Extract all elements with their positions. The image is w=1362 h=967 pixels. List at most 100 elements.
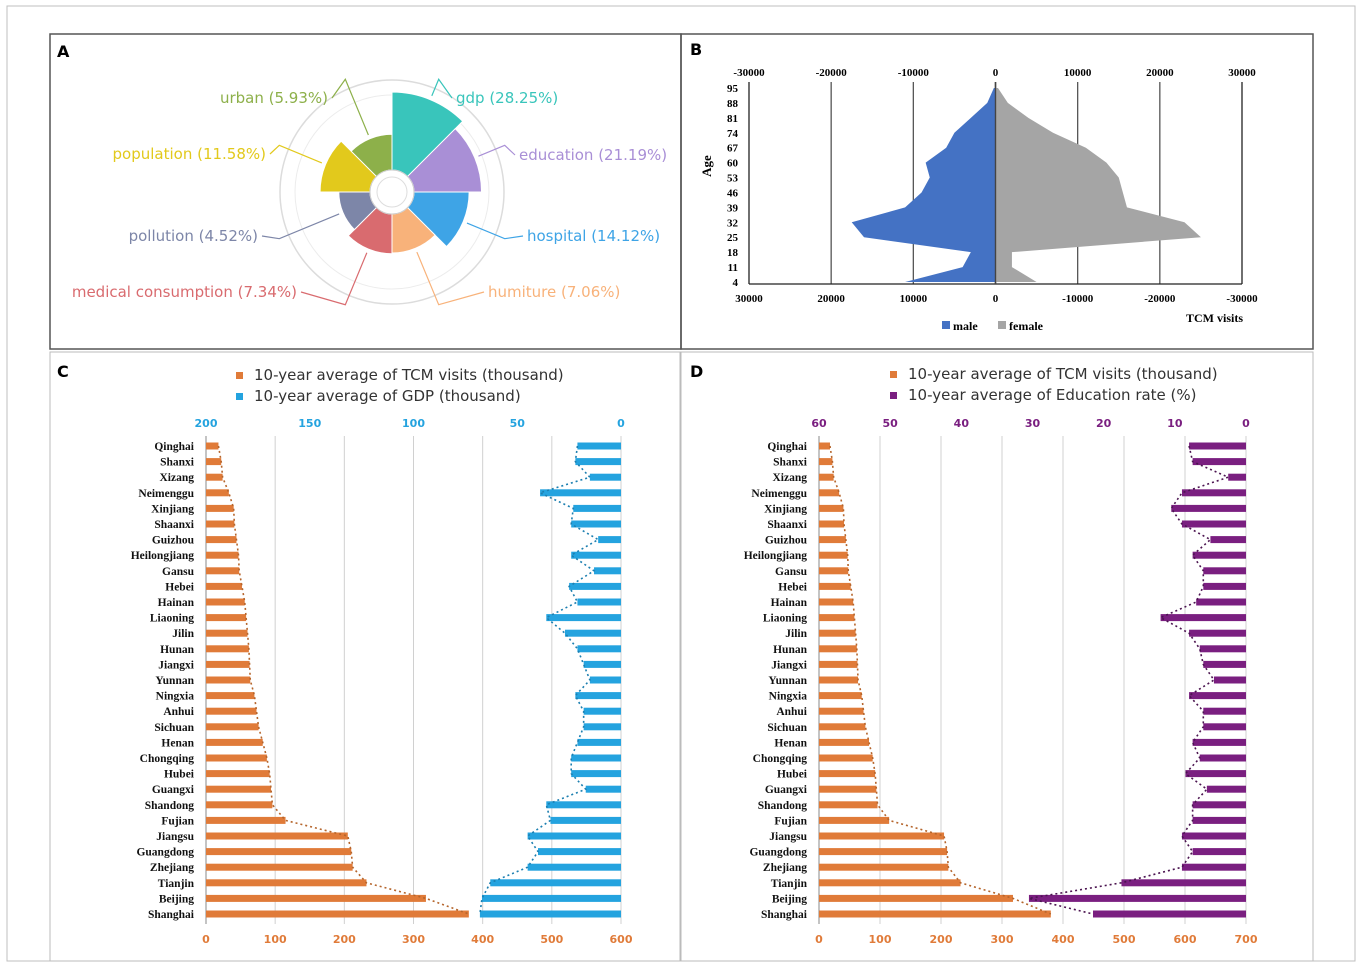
bottom-tick-label: 700 [1235,933,1258,946]
category-label: Qinghai [767,441,807,453]
category-label: Ningxia [156,691,195,703]
category-label: Shanxi [773,457,808,469]
rose-inner-ring [376,176,408,208]
pyramid-top-tick: -10000 [898,67,930,79]
pyramid-age-tick: 74 [727,128,739,140]
pyramid-age-tick: 11 [728,262,738,274]
bar-visits-shanxi [819,458,833,466]
bar-visits-guizhou [819,536,846,544]
bar-other-tianjin [490,879,621,887]
bar-other-anhui [1203,707,1246,715]
bar-other-neimenggu [1181,489,1246,497]
category-label: Fujian [161,815,194,827]
rose-leader-gdp [431,78,453,99]
bar-other-beijing [481,894,621,902]
category-label: Shanghai [761,909,808,921]
top-tick-label: 100 [402,417,425,430]
rose-leader-pollution [261,213,340,240]
bar-visits-guizhou [206,536,237,544]
category-label: Hubei [777,769,808,781]
rose-slices [319,91,483,255]
bar-other-jiangxi [1203,660,1246,668]
category-label: Tianjin [158,878,195,890]
bottom-tick-label: 100 [264,933,287,946]
pyramid-chart: -30000 -20000 -10000 0 10000 20000 30000 30000 2… [699,67,1258,333]
panel-b-frame [680,33,1314,350]
bottom-tick-label: 300 [991,933,1014,946]
pyramid-age-tick: 32 [727,217,739,229]
rose-label-gdp: gdp (28.25%) [456,89,558,107]
bar-visits-shaanxi [206,520,235,528]
bar-visits-guangxi [206,785,272,793]
category-label: Henan [161,737,194,749]
bar-other-shandong [546,801,621,809]
trend-visits [217,445,470,915]
category-label: Xinjiang [764,503,807,515]
bar-other-hainan [577,598,621,606]
category-label: Xinjiang [151,503,194,515]
category-label: Shanxi [160,457,195,469]
top-tick-label: 50 [883,417,899,430]
panel-d-frame [680,351,1314,962]
category-label: Sichuan [767,722,807,734]
rose-label-urban: urban (5.93%) [220,89,328,107]
rose-leader-urban [331,78,369,136]
legend-swatch-1 [890,392,897,399]
bar-visits-yunnan [206,676,251,684]
rose-leader-hospital [466,222,524,240]
bar-other-jiangsu [527,832,621,840]
bar-visits-chongqing [819,754,873,762]
bar-other-shaanxi [1181,520,1246,528]
bar-visits-jilin [819,629,856,637]
bar-visits-beijing [819,894,1013,902]
category-label: Liaoning [150,613,194,625]
legend-swatch-0 [236,372,243,379]
rose-label-hospital: hospital (14.12%) [527,227,660,245]
bar-other-jilin [1189,629,1246,637]
rose-leader-humiture [416,251,485,306]
bar-other-shanghai [479,910,621,918]
bar-other-xizang [1228,473,1246,481]
top-tick-label: 60 [811,417,827,430]
pyramid-age-tick: 88 [727,98,739,110]
category-label: Chongqing [140,753,195,765]
pyramid-age-tick: 67 [727,143,739,155]
bar-visits-zhejiang [819,863,949,871]
bar-other-tianjin [1121,879,1246,887]
bar-other-hunan [577,645,621,653]
bar-other-guangxi [1206,785,1246,793]
bar-visits-sichuan [206,723,259,731]
pyramid-bottom-tick: 20000 [817,293,845,305]
top-tick-label: 40 [954,417,970,430]
bar-visits-neimenggu [206,489,229,497]
bar-visits-yunnan [819,676,859,684]
bar-other-sichuan [1203,723,1246,731]
bar-visits-xinjiang [206,504,234,512]
rose-outer-ring [279,79,505,305]
top-tick-label: 150 [298,417,321,430]
legend-swatch-male [942,321,950,329]
bar-visits-xizang [206,473,223,481]
pyramid-bottom-tick: 30000 [735,293,763,305]
category-label: Neimenggu [751,488,807,500]
bar-visits-liaoning [819,614,855,622]
category-label: Sichuan [154,722,194,734]
bar-visits-fujian [819,816,890,824]
bar-other-shandong [1192,801,1246,809]
bar-other-qinghai [1189,442,1246,450]
pyramid-ylabel: Age [699,155,714,177]
pyramid-bottom-tick: 0 [993,293,999,305]
category-label: Qinghai [154,441,194,453]
bar-other-hunan [1199,645,1246,653]
category-label: Shandong [145,800,194,812]
bottom-tick-label: 200 [930,933,953,946]
pyramid-top-tick: 0 [993,67,999,79]
bar-visits-hainan [206,598,245,606]
panel-b-letter: B [690,40,702,59]
pyramid-age-tick: 18 [727,247,739,259]
bar-other-qinghai [577,442,621,450]
legend-label-1: 10-year average of GDP (thousand) [254,387,521,405]
category-label: Yunnan [768,675,807,687]
category-label: Hunan [773,644,807,656]
